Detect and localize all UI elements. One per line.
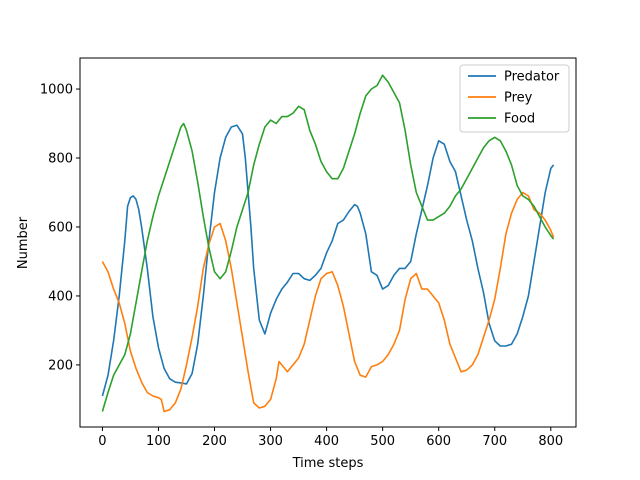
x-tick-label: 300 <box>258 434 283 449</box>
legend-label-predator: Predator <box>504 70 560 85</box>
y-tick-label: 1000 <box>40 83 73 98</box>
x-tick-label: 400 <box>314 434 339 449</box>
y-tick-label: 400 <box>48 289 73 304</box>
y-tick-label: 200 <box>48 358 73 373</box>
y-tick-label: 800 <box>48 152 73 167</box>
series-line-prey <box>101 191 555 413</box>
x-axis-ticks: 0 100 200 300 400 500 600 700 800 <box>98 427 563 449</box>
x-axis-title: Time steps <box>292 456 364 471</box>
series-layer <box>101 74 555 413</box>
x-tick-label: 100 <box>146 434 171 449</box>
x-tick-label: 800 <box>538 434 563 449</box>
y-axis-title: Number <box>16 216 31 269</box>
legend-box <box>459 64 570 133</box>
series-line-food <box>101 74 555 412</box>
series-line-predator <box>101 124 555 397</box>
y-tick-label: 600 <box>48 220 73 235</box>
x-tick-label: 500 <box>370 434 395 449</box>
legend: Predator Prey Food <box>459 64 570 133</box>
legend-label-food: Food <box>504 112 535 127</box>
x-tick-label: 0 <box>98 434 106 449</box>
y-axis-ticks: 200 400 600 800 1000 <box>40 83 80 373</box>
x-tick-label: 700 <box>482 434 507 449</box>
plot-area-frame <box>79 57 577 428</box>
x-tick-label: 600 <box>426 434 451 449</box>
legend-label-prey: Prey <box>504 91 533 106</box>
x-tick-label: 200 <box>202 434 227 449</box>
